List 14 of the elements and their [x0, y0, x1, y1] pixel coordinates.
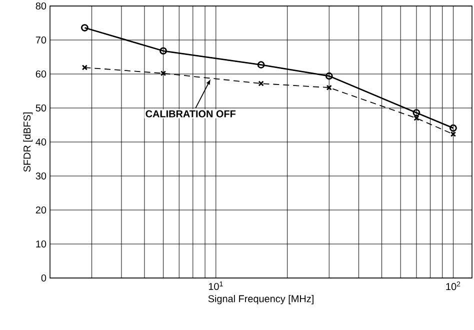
x-axis-title: Signal Frequency [MHz]: [208, 294, 314, 304]
y-tick-label: 50: [36, 104, 46, 112]
y-tick-label: 0: [41, 274, 46, 282]
annotation: CALIBRATION OFF: [146, 110, 236, 118]
y-tick-label: 80: [36, 2, 46, 10]
y-tick-label: 20: [36, 206, 46, 214]
y-tick-label: 70: [36, 36, 46, 44]
y-tick-label: 30: [36, 172, 46, 180]
x-tick-label: 10$^{2}$: [446, 282, 460, 290]
y-tick-label: 60: [36, 70, 46, 78]
x-tick-label: 10$^{1}$: [208, 282, 223, 290]
y-axis-title: SFDR [dBFS]: [23, 112, 33, 172]
y-tick-label: 40: [36, 138, 46, 146]
y-tick-label: 10: [36, 240, 46, 248]
